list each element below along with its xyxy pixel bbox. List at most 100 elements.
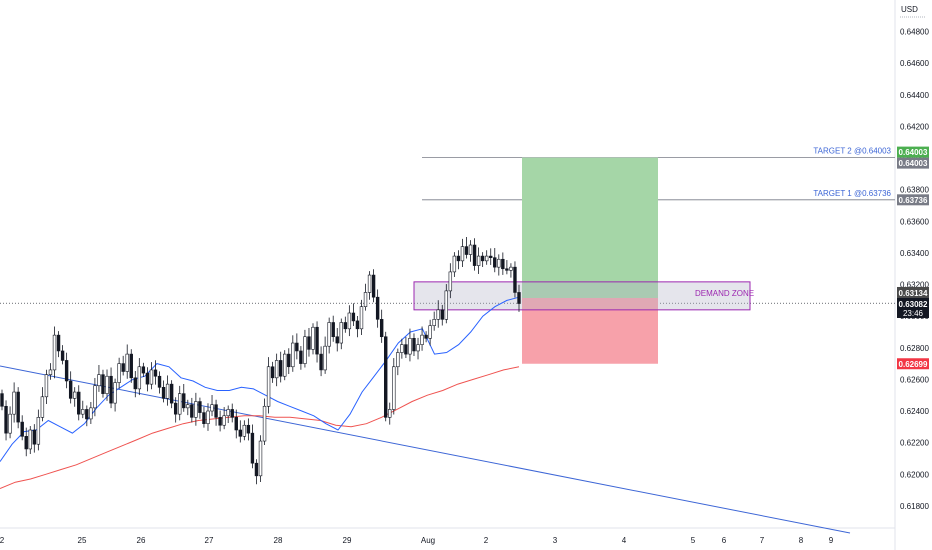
candle-body [335, 336, 339, 344]
candle-body [295, 342, 299, 352]
candle-body [246, 424, 251, 434]
candle-body [198, 401, 202, 413]
candle-body [432, 319, 436, 326]
price-tick-label: 0.64400 [900, 91, 929, 100]
candle-body [513, 266, 517, 293]
candle-body [40, 396, 45, 418]
profit-zone [522, 157, 658, 298]
candle-body [392, 366, 396, 410]
candle-body [307, 336, 311, 350]
candle-body [226, 409, 230, 417]
time-tick-label: 4 [622, 536, 627, 545]
time-axis: 2 25 26 27 28 29 Aug 2 3 4 5 6 7 8 9 [0, 536, 834, 545]
candle-body [173, 402, 178, 415]
candle-body [161, 387, 166, 399]
candle-body [480, 255, 485, 262]
candle-body [274, 360, 279, 379]
price-tick-label: 0.64800 [900, 28, 929, 37]
candle-body [250, 432, 255, 464]
time-tick-label: 9 [829, 536, 834, 545]
candle-body [420, 334, 424, 345]
price-tick-label: 0.62000 [900, 470, 929, 479]
candle-body [238, 429, 243, 437]
price-tick-label: 0.64200 [900, 122, 929, 131]
candle-body [436, 309, 440, 320]
candle-body [89, 407, 93, 420]
demand-tag: 0.63134 [899, 289, 928, 298]
candle-body [153, 369, 158, 377]
time-tick-label: 8 [799, 536, 804, 545]
candle-body [412, 337, 416, 352]
price-axis: 0.648000.646000.644000.642000.640000.638… [900, 28, 929, 511]
candle-body [270, 366, 275, 379]
candle-body [8, 413, 12, 434]
candle-body [113, 382, 117, 404]
candle-body [141, 366, 146, 374]
time-tick-label: 5 [691, 536, 696, 545]
candle-body [371, 274, 376, 298]
candle-body [93, 385, 97, 409]
candle-body [68, 380, 73, 399]
time-tick-label: 2 [0, 536, 5, 545]
candle-body [339, 322, 343, 344]
price-tick-label: 0.63200 [900, 281, 929, 290]
candle-body [101, 374, 105, 394]
candle-body [468, 244, 473, 255]
time-tick-label: 27 [205, 536, 214, 545]
candle-body [202, 412, 206, 424]
current-tag-bg [897, 297, 929, 318]
stop-tag: 0.62699 [899, 360, 928, 369]
candle-body [311, 326, 315, 350]
candle-body [133, 377, 137, 390]
time-tick-label: 6 [722, 536, 727, 545]
candle-body [182, 393, 186, 409]
candle-body [129, 353, 133, 379]
candle-body [145, 372, 150, 385]
candle-body [355, 320, 360, 330]
stop-tag-bg [897, 358, 929, 370]
candle-body [489, 255, 493, 258]
candle-body [505, 268, 509, 271]
candle-body [388, 409, 392, 418]
candle-body [456, 255, 461, 262]
candle-body [254, 462, 259, 477]
price-tick-label: 0.62600 [900, 375, 929, 384]
candle-body [121, 363, 125, 372]
candle-body [408, 337, 412, 355]
time-tick-label: 2 [484, 536, 489, 545]
candle-body [28, 429, 32, 450]
candle-body [327, 322, 331, 347]
candle-body [476, 255, 481, 266]
ema-slow-line [0, 366, 520, 489]
countdown-tag: 23:46 [903, 309, 924, 318]
candle-body [85, 409, 89, 420]
candle-body [222, 415, 226, 426]
candle-body [52, 334, 57, 371]
candle-body [97, 374, 101, 387]
candle-body [424, 334, 428, 339]
candle-body [60, 350, 65, 361]
candle-body [157, 375, 162, 388]
target1-tag: 0.63736 [899, 196, 928, 205]
time-tick-label: 25 [78, 536, 87, 545]
candle-body [287, 353, 291, 368]
candle-body [190, 404, 194, 418]
candle-body [517, 292, 521, 304]
time-tick-label: 28 [274, 536, 283, 545]
candle-body [24, 436, 28, 450]
time-tick-label: 7 [760, 536, 765, 545]
target2-gray-tag: 0.64003 [899, 159, 928, 168]
candle-body [315, 326, 319, 355]
candle-body [210, 404, 214, 412]
plot-area[interactable]: DEMAND ZONE TARGET 2 @0.64003 TARGET 1 @0.… [0, 147, 895, 534]
candle-body [4, 405, 8, 434]
candle-body [400, 344, 404, 353]
currency-label: USD [901, 5, 918, 14]
candle-body [472, 244, 477, 266]
candle-body [347, 312, 352, 330]
candle-body [319, 353, 323, 371]
time-tick-label: 26 [137, 536, 146, 545]
price-tick-label: 0.64600 [900, 59, 929, 68]
candle-body [299, 350, 303, 364]
